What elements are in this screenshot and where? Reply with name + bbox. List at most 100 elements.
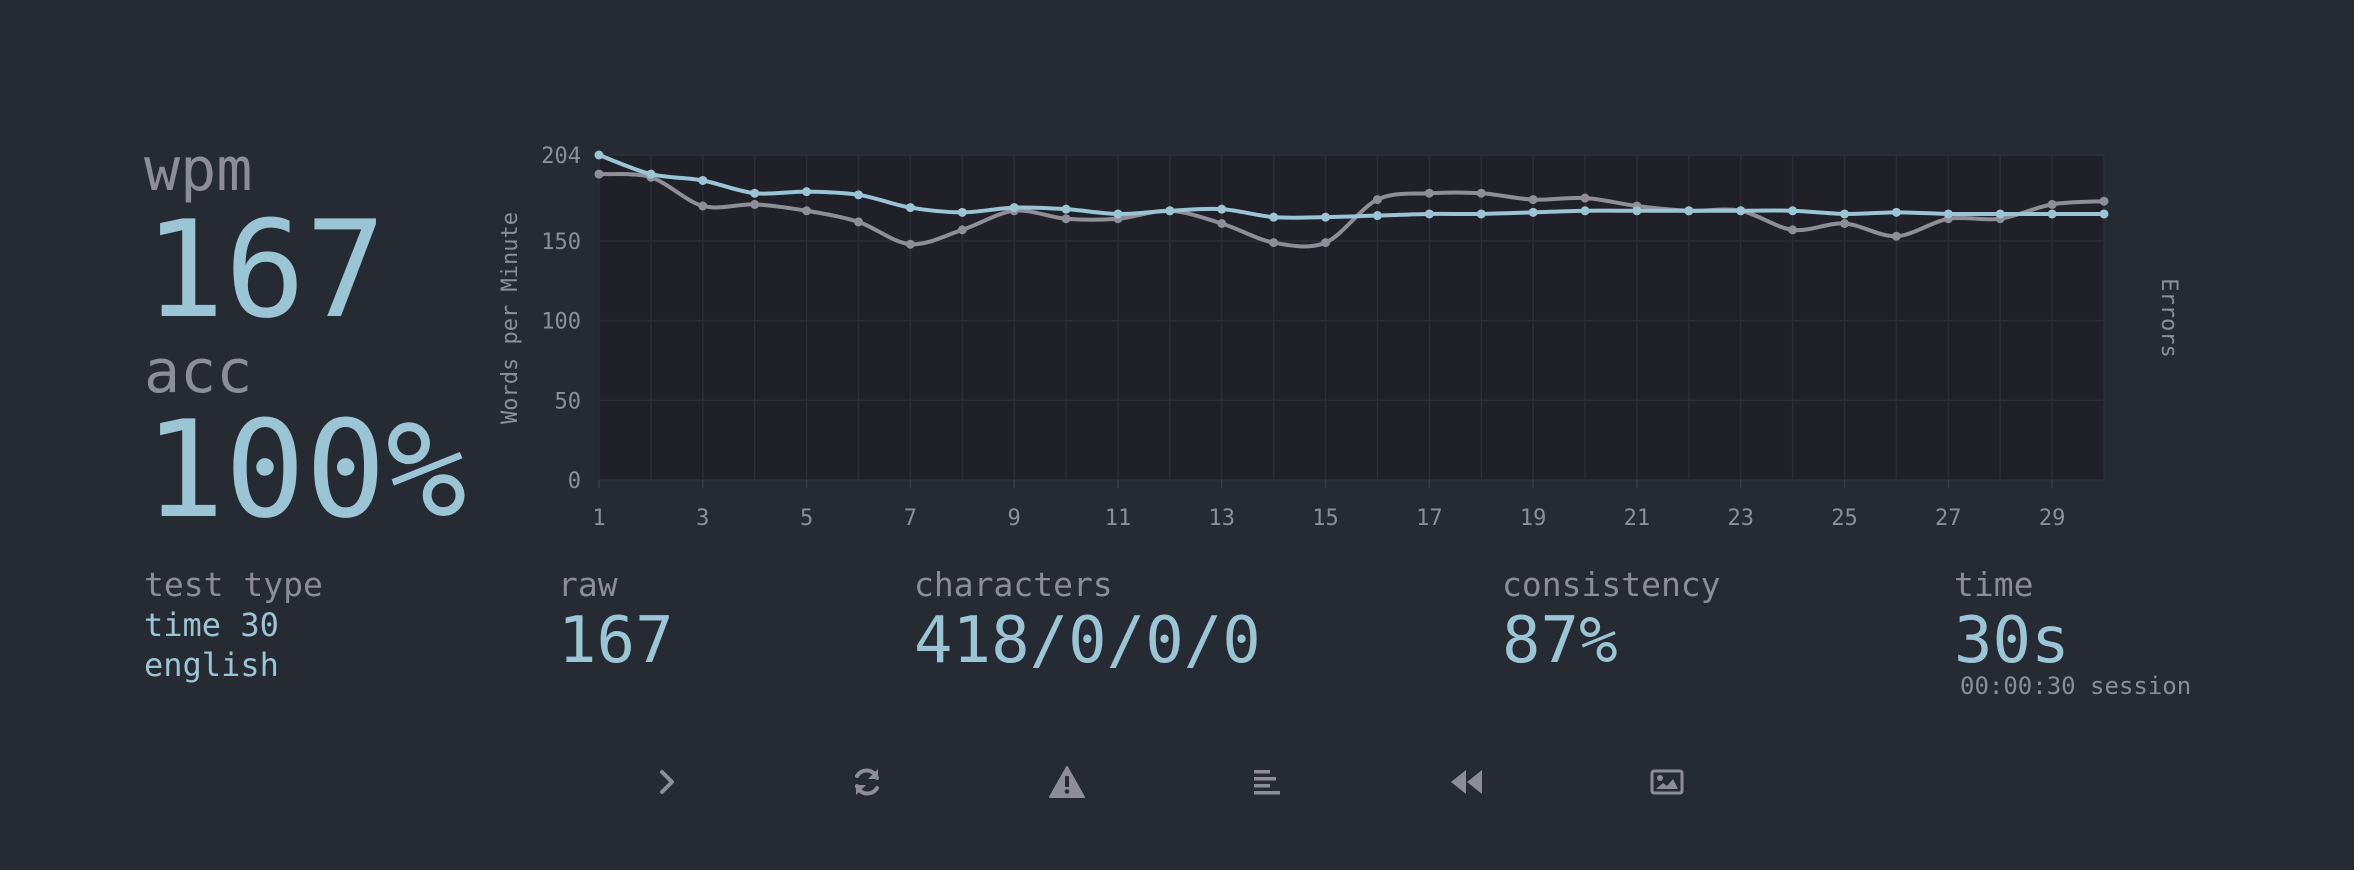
x-tick-label: 17 bbox=[1416, 506, 1443, 531]
time-label: time bbox=[1954, 565, 2034, 604]
data-point[interactable] bbox=[1424, 188, 1434, 198]
data-point[interactable] bbox=[1061, 214, 1071, 224]
test-type-language[interactable]: english bbox=[144, 646, 279, 684]
data-point[interactable] bbox=[1321, 238, 1331, 248]
raw-label: raw bbox=[558, 565, 618, 604]
x-tick-label: 27 bbox=[1935, 506, 1962, 531]
next-test-button[interactable] bbox=[637, 752, 697, 812]
data-point[interactable] bbox=[646, 169, 656, 179]
data-point[interactable] bbox=[1788, 225, 1798, 235]
report-button[interactable] bbox=[1037, 752, 1097, 812]
raw-value: 167 bbox=[558, 604, 674, 678]
data-point[interactable] bbox=[1995, 209, 2005, 219]
data-point[interactable] bbox=[1321, 212, 1331, 222]
accuracy-label: acc bbox=[144, 337, 253, 407]
data-point[interactable] bbox=[1580, 206, 1590, 216]
data-point[interactable] bbox=[1217, 219, 1227, 229]
data-point[interactable] bbox=[1269, 212, 1279, 222]
data-point[interactable] bbox=[1788, 206, 1798, 216]
restart-button[interactable] bbox=[837, 752, 897, 812]
time-value: 30s bbox=[1954, 604, 2070, 678]
x-tick-label: 23 bbox=[1727, 506, 1754, 531]
data-point[interactable] bbox=[905, 239, 915, 249]
data-point[interactable] bbox=[1632, 206, 1642, 216]
data-point[interactable] bbox=[750, 188, 760, 198]
data-point[interactable] bbox=[750, 199, 760, 209]
x-tick-label: 1 bbox=[592, 506, 605, 531]
plot-area bbox=[599, 155, 2104, 480]
x-tick-label: 29 bbox=[2039, 506, 2066, 531]
data-point[interactable] bbox=[698, 175, 708, 185]
data-point[interactable] bbox=[1528, 207, 1538, 217]
data-point[interactable] bbox=[2099, 209, 2109, 219]
backward-icon bbox=[1451, 770, 1482, 794]
y2-axis-label: Errors bbox=[2156, 278, 2181, 357]
consistency-value: 87% bbox=[1502, 604, 1618, 678]
data-point[interactable] bbox=[1736, 206, 1746, 216]
chevron-right-icon bbox=[660, 770, 674, 794]
x-tick-label: 5 bbox=[800, 506, 813, 531]
y-tick-label: 50 bbox=[555, 389, 582, 414]
consistency-stat: consistency 87% bbox=[1502, 565, 1721, 677]
wpm-label: wpm bbox=[144, 135, 253, 205]
characters-value: 418/0/0/0 bbox=[914, 604, 1261, 678]
align-left-icon bbox=[1254, 770, 1280, 795]
data-point[interactable] bbox=[1840, 209, 1850, 219]
data-point[interactable] bbox=[853, 190, 863, 200]
y-tick-label: 204 bbox=[541, 144, 581, 169]
data-point[interactable] bbox=[1891, 207, 1901, 217]
x-tick-label: 9 bbox=[1008, 506, 1021, 531]
data-point[interactable] bbox=[2047, 209, 2057, 219]
data-point[interactable] bbox=[1943, 209, 1953, 219]
session-time: 00:00:30 session bbox=[1960, 672, 2192, 700]
data-point[interactable] bbox=[1684, 206, 1694, 216]
data-point[interactable] bbox=[1217, 204, 1227, 214]
y-axis-label: Words per Minute bbox=[498, 212, 523, 424]
data-point[interactable] bbox=[2099, 196, 2109, 206]
data-point[interactable] bbox=[802, 187, 812, 197]
data-point[interactable] bbox=[1372, 195, 1382, 205]
y-tick-label: 100 bbox=[541, 310, 581, 335]
chart-series bbox=[594, 150, 2109, 249]
word-history-button[interactable] bbox=[1237, 752, 1297, 812]
x-tick-label: 7 bbox=[904, 506, 917, 531]
data-point[interactable] bbox=[1476, 209, 1486, 219]
consistency-label: consistency bbox=[1502, 565, 1721, 604]
raw-stat: raw 167 bbox=[558, 565, 674, 677]
data-point[interactable] bbox=[957, 225, 967, 235]
replay-button[interactable] bbox=[1437, 752, 1497, 812]
data-point[interactable] bbox=[1061, 204, 1071, 214]
data-point[interactable] bbox=[2047, 199, 2057, 209]
data-point[interactable] bbox=[698, 201, 708, 211]
x-tick-label: 15 bbox=[1312, 506, 1339, 531]
data-point[interactable] bbox=[1528, 195, 1538, 205]
data-point[interactable] bbox=[1424, 209, 1434, 219]
y-axis-ticks: 0 50 100 150 204 bbox=[541, 144, 581, 494]
data-point[interactable] bbox=[1580, 193, 1590, 203]
data-point[interactable] bbox=[1269, 238, 1279, 248]
data-point[interactable] bbox=[1891, 231, 1901, 241]
screenshot-button[interactable] bbox=[1637, 752, 1697, 812]
data-point[interactable] bbox=[1165, 206, 1175, 216]
data-point[interactable] bbox=[853, 217, 863, 227]
x-tick-label: 11 bbox=[1105, 506, 1132, 531]
accuracy-value: 100% bbox=[144, 392, 467, 548]
data-point[interactable] bbox=[1840, 219, 1850, 229]
wpm-value: 167 bbox=[144, 192, 387, 348]
data-point[interactable] bbox=[905, 203, 915, 213]
warning-icon bbox=[1049, 766, 1085, 798]
data-point[interactable] bbox=[802, 206, 812, 216]
data-point[interactable] bbox=[1009, 203, 1019, 213]
x-axis-ticks: 1 3 5 7 9 11 13 15 17 19 21 23 25 27 29 bbox=[592, 480, 2065, 531]
data-point[interactable] bbox=[957, 207, 967, 217]
characters-label: characters bbox=[914, 565, 1113, 604]
data-point[interactable] bbox=[1372, 211, 1382, 221]
data-point[interactable] bbox=[594, 169, 604, 179]
data-point[interactable] bbox=[1113, 209, 1123, 219]
data-point[interactable] bbox=[1476, 188, 1486, 198]
data-point[interactable] bbox=[594, 150, 604, 160]
image-icon bbox=[1650, 769, 1684, 795]
y-tick-label: 150 bbox=[541, 230, 581, 255]
test-type-mode[interactable]: time 30 bbox=[144, 606, 279, 644]
